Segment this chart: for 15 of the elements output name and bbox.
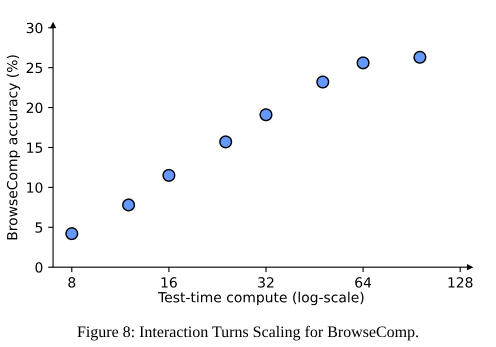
x-axis-title: Test-time compute (log-scale): [158, 292, 364, 306]
y-tick-label: 30: [26, 22, 42, 34]
caption: Figure 8: Interaction Turns Scaling for BrowseComp.: [77, 326, 418, 340]
y-tick-label: 5: [36, 222, 42, 233]
y-tick-label: 25: [26, 62, 42, 74]
x-tick-label: 64: [355, 277, 372, 288]
y-axis-title: BrowseComp accuracy (%): [6, 55, 20, 240]
x-tick-label: 128: [448, 277, 472, 288]
y-tick-label: 10: [27, 182, 42, 193]
y-tick-label: 15: [27, 142, 42, 153]
x-tick-label: 16: [162, 277, 177, 288]
x-tick-label: 8: [68, 277, 76, 288]
y-tick-label: 20: [26, 102, 42, 114]
y-tick-label: 0: [35, 262, 42, 273]
x-tick-label: 32: [258, 277, 274, 288]
